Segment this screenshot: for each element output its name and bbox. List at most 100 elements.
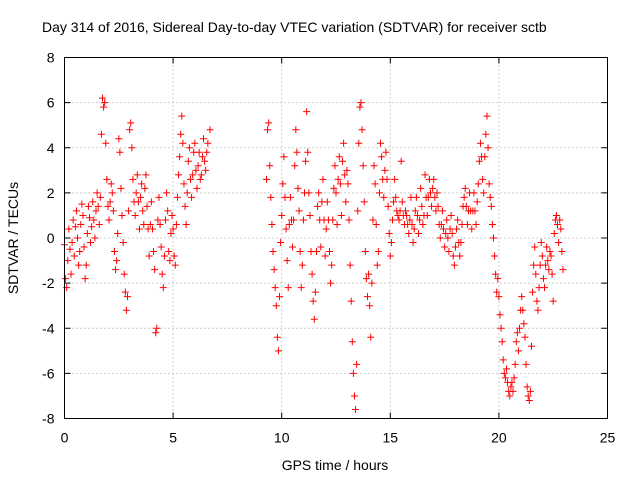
data-point [374, 248, 382, 256]
data-point [480, 189, 488, 197]
data-point [309, 297, 317, 305]
data-point [116, 148, 124, 156]
y-tick-label: 0 [47, 230, 55, 246]
data-point [355, 139, 363, 147]
data-point [267, 193, 275, 201]
data-point [113, 257, 121, 265]
data-point [153, 324, 161, 332]
data-point [495, 293, 503, 301]
data-point [501, 374, 509, 382]
data-point [332, 189, 340, 197]
data-point [312, 248, 320, 256]
data-point [548, 270, 556, 278]
data-point [126, 126, 134, 134]
data-point [371, 180, 379, 188]
data-point [471, 207, 479, 215]
data-point [494, 275, 502, 283]
y-axis-label: SDTVAR / TECUs [5, 182, 21, 294]
data-point [473, 198, 481, 206]
data-point [419, 220, 427, 228]
data-point [507, 383, 515, 391]
data-point [522, 360, 530, 368]
data-point [518, 293, 526, 301]
data-point [360, 198, 368, 206]
data-point [64, 257, 72, 265]
chart-title: Day 314 of 2016, Sidereal Day-to-day VTE… [42, 19, 547, 35]
data-point [390, 198, 398, 206]
data-point [131, 211, 139, 219]
data-point [545, 266, 553, 274]
data-point [280, 153, 288, 161]
data-point [91, 234, 99, 242]
x-tick-label: 20 [491, 430, 507, 446]
data-point [373, 261, 381, 269]
x-tick-label: 25 [600, 430, 616, 446]
data-point [377, 139, 385, 147]
data-point [542, 261, 550, 269]
x-axis-label: GPS time / hours [282, 457, 389, 473]
data-point [412, 193, 420, 201]
data-point [170, 252, 178, 260]
data-point [500, 369, 508, 377]
data-point [462, 202, 470, 210]
data-point [182, 220, 190, 228]
data-point [449, 252, 457, 260]
data-point [356, 103, 364, 111]
data-point [274, 347, 282, 355]
y-tick-label: -2 [42, 275, 55, 291]
data-point [557, 225, 565, 233]
data-point [416, 216, 424, 224]
data-point [541, 284, 549, 292]
data-point [335, 153, 343, 161]
data-point [529, 288, 537, 296]
data-point [143, 202, 151, 210]
data-point [346, 261, 354, 269]
data-point [74, 234, 82, 242]
data-point [334, 175, 342, 183]
data-point [262, 175, 270, 183]
data-point [107, 180, 115, 188]
plot-frame [64, 57, 608, 419]
data-point [167, 229, 175, 237]
data-point [450, 261, 458, 269]
data-point [156, 220, 164, 228]
data-point [447, 211, 455, 219]
data-point [514, 347, 522, 355]
data-point [83, 229, 91, 237]
data-point [417, 184, 425, 192]
data-point [321, 252, 329, 260]
data-point [140, 220, 148, 228]
data-point [197, 171, 205, 179]
data-point [354, 207, 362, 215]
data-point [409, 239, 417, 247]
data-point [188, 193, 196, 201]
data-point [361, 248, 369, 256]
data-point [453, 225, 461, 233]
data-point [513, 329, 521, 337]
data-point [365, 270, 373, 278]
data-point [460, 193, 468, 201]
data-point [139, 207, 147, 215]
data-point [198, 153, 206, 161]
data-point [443, 216, 451, 224]
data-point [384, 202, 392, 210]
data-point [433, 189, 441, 197]
data-point [383, 175, 391, 183]
data-point [457, 239, 465, 247]
data-point [386, 252, 394, 260]
data-point [333, 220, 341, 228]
data-point [345, 216, 353, 224]
data-point [297, 284, 305, 292]
data-point [269, 248, 277, 256]
data-point [317, 243, 325, 251]
data-point [135, 225, 143, 233]
x-tick-label: 5 [169, 430, 177, 446]
data-point [160, 252, 168, 260]
data-point [273, 333, 281, 341]
data-point [424, 193, 432, 201]
data-point [446, 225, 454, 233]
data-point [292, 126, 300, 134]
data-point [392, 193, 400, 201]
data-point [84, 202, 92, 210]
